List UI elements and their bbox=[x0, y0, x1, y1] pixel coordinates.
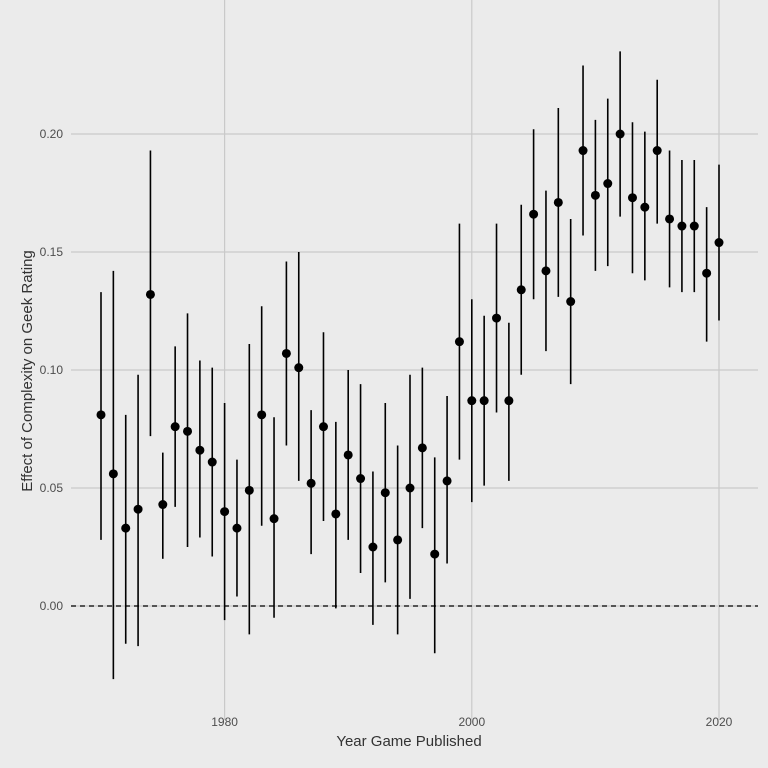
data-point bbox=[553, 197, 563, 207]
data-point bbox=[417, 443, 427, 453]
data-point bbox=[318, 422, 328, 432]
grid-lines bbox=[71, 0, 758, 720]
data-point bbox=[442, 476, 452, 486]
data-point bbox=[627, 193, 637, 203]
data-point bbox=[578, 146, 588, 156]
data-point bbox=[640, 202, 650, 212]
data-point bbox=[244, 485, 254, 495]
data-point bbox=[257, 410, 267, 420]
data-point bbox=[133, 504, 143, 514]
data-point bbox=[430, 549, 440, 559]
y-tick-label: 0.10 bbox=[40, 363, 64, 377]
y-tick-label: 0.00 bbox=[40, 599, 64, 613]
data-point bbox=[405, 483, 415, 493]
x-tick-label: 2000 bbox=[458, 715, 485, 729]
data-point bbox=[566, 297, 576, 307]
x-axis-title: Year Game Published bbox=[336, 733, 481, 750]
data-point bbox=[368, 542, 378, 552]
data-point bbox=[269, 514, 279, 524]
data-point bbox=[108, 469, 118, 479]
data-point bbox=[677, 221, 687, 231]
data-point bbox=[343, 450, 353, 460]
data-point bbox=[454, 337, 464, 347]
x-tick-label: 2020 bbox=[706, 715, 733, 729]
point-layer bbox=[96, 129, 724, 559]
data-point bbox=[714, 238, 724, 248]
y-tick-label: 0.15 bbox=[40, 245, 64, 259]
data-point bbox=[541, 266, 551, 276]
data-point bbox=[170, 422, 180, 432]
data-point bbox=[220, 507, 230, 517]
data-point bbox=[652, 146, 662, 156]
y-tick-label: 0.05 bbox=[40, 481, 64, 495]
data-point bbox=[479, 396, 489, 406]
data-point bbox=[232, 523, 242, 533]
data-point bbox=[603, 179, 613, 189]
data-point bbox=[615, 129, 625, 139]
y-tick-label: 0.20 bbox=[40, 127, 64, 141]
data-point bbox=[281, 348, 291, 358]
y-tick-labels: 0.00 0.05 0.10 0.15 0.20 bbox=[40, 127, 64, 613]
data-point bbox=[356, 474, 366, 484]
data-point bbox=[207, 457, 217, 467]
data-point bbox=[183, 426, 193, 436]
data-point bbox=[467, 396, 477, 406]
data-point bbox=[590, 190, 600, 200]
x-tick-labels: 1980 2000 2020 bbox=[211, 715, 732, 729]
data-point bbox=[145, 289, 155, 299]
data-point bbox=[96, 410, 106, 420]
data-point bbox=[195, 445, 205, 455]
data-point bbox=[380, 488, 390, 498]
data-point bbox=[702, 268, 712, 278]
data-point bbox=[121, 523, 131, 533]
x-tick-label: 1980 bbox=[211, 715, 238, 729]
data-point bbox=[306, 478, 316, 488]
data-point bbox=[158, 500, 168, 510]
data-point bbox=[492, 313, 502, 323]
data-point bbox=[516, 285, 526, 295]
data-point bbox=[393, 535, 403, 545]
data-point bbox=[529, 209, 539, 219]
y-axis-title: Effect of Complexity on Geek Rating bbox=[19, 250, 36, 492]
data-point bbox=[331, 509, 341, 519]
data-point bbox=[294, 363, 304, 373]
data-point bbox=[689, 221, 699, 231]
data-point bbox=[504, 396, 514, 406]
data-point bbox=[665, 214, 675, 224]
